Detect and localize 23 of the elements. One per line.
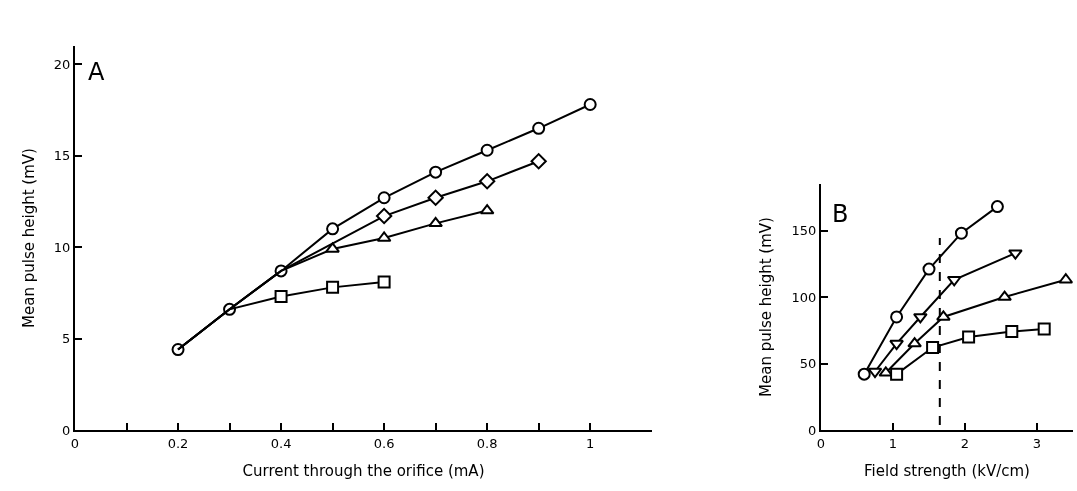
- x-tick-label: 0.2: [167, 435, 189, 451]
- x-tick-label: 3: [1032, 435, 1042, 451]
- text: B: [832, 200, 849, 229]
- x-tick-label: 0.8: [476, 435, 498, 451]
- y-tick-label: 50: [799, 356, 817, 372]
- x-axis-title: Current through the orifice (mA): [242, 462, 485, 481]
- x-tick-label: 1: [586, 435, 595, 451]
- y-tick-label: 20: [53, 56, 71, 72]
- text: A: [88, 58, 105, 87]
- y-tick-label: 15: [53, 148, 71, 164]
- x-axis-title: Field strength (kV/cm): [864, 462, 1030, 481]
- x-tick-label: 2: [960, 435, 970, 451]
- y-tick-label: 5: [62, 331, 71, 347]
- y-tick-label: 100: [791, 289, 817, 305]
- x-tick-label: 1: [888, 435, 898, 451]
- y-axis-title: Mean pulse height (mV): [757, 217, 776, 397]
- y-tick-label: 0: [62, 422, 71, 438]
- x-tick-label: 0.6: [373, 435, 395, 451]
- y-tick-label: 10: [53, 239, 71, 255]
- y-axis-title: Mean pulse height (mV): [19, 148, 38, 328]
- y-tick-label: 0: [808, 422, 817, 438]
- x-tick-label: 0.4: [270, 435, 292, 451]
- y-tick-label: 150: [791, 223, 817, 239]
